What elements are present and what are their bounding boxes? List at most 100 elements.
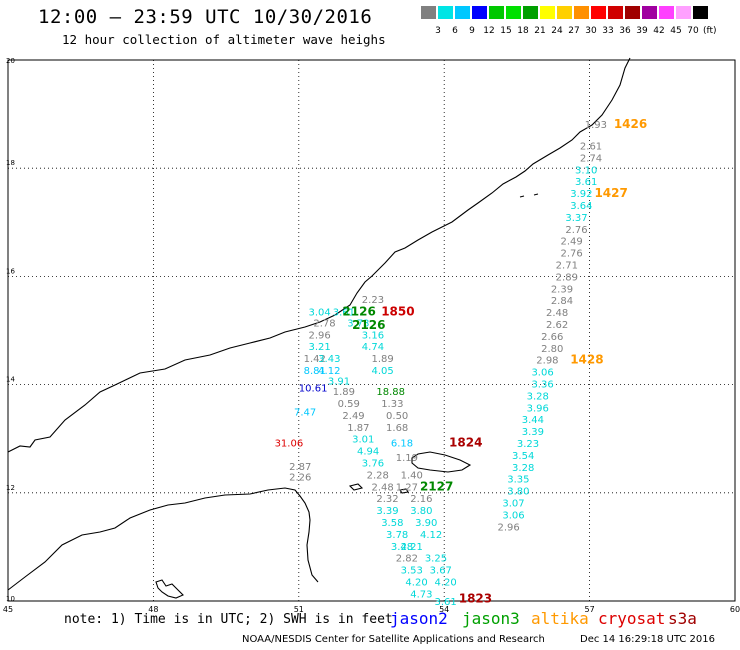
wave-height-label: 2.76 <box>561 249 583 260</box>
y-tick-label: 20 <box>6 57 15 65</box>
wave-height-label: 3.01 <box>352 435 374 446</box>
wave-height-label: 6.18 <box>391 438 413 449</box>
wave-height-label: 3.07 <box>502 499 524 510</box>
legend-swatch <box>489 6 505 19</box>
wave-height-label: 3.06 <box>531 368 553 379</box>
wave-height-label: 2.87 <box>289 462 311 473</box>
legend-swatch <box>591 6 607 19</box>
wave-height-label: 1.87 <box>347 423 369 434</box>
wave-height-label: 4.12 <box>420 530 442 541</box>
wave-height-label: 3.91 <box>328 376 350 387</box>
y-tick-label: 10 <box>6 595 15 603</box>
y-tick-label: 16 <box>6 267 15 275</box>
wave-height-label: 2.49 <box>561 237 583 248</box>
socotra-island <box>411 451 472 473</box>
wave-height-label: 3.44 <box>522 415 544 426</box>
wave-height-label: 2.39 <box>551 284 573 295</box>
wave-height-label: 3.04 <box>308 308 330 319</box>
wave-height-label: 0.50 <box>386 411 408 422</box>
wave-height-label: 1.89 <box>372 354 394 365</box>
legend-label: 3 <box>435 26 441 36</box>
wave-height-label: 3.90 <box>415 518 437 529</box>
pass-time-label: 2126 <box>342 305 375 319</box>
wave-height-label: 2.82 <box>396 554 418 565</box>
wave-height-label: 2.32 <box>376 494 398 505</box>
wave-height-label: 2.16 <box>410 494 432 505</box>
legend-swatch <box>523 6 539 19</box>
wave-height-label: 2.28 <box>367 470 389 481</box>
wave-height-label: 4.73 <box>410 589 432 600</box>
wave-height-label: 4.05 <box>372 366 394 377</box>
satellite-jason2: jason2 <box>390 609 448 628</box>
legend-swatch <box>472 6 488 19</box>
legend-label: 24 <box>551 26 563 36</box>
legend-label: 27 <box>568 26 580 36</box>
wave-height-label: 2.89 <box>556 272 578 283</box>
x-tick-label: 54 <box>439 605 449 614</box>
small-islet <box>348 483 364 491</box>
wave-height-label: 3.37 <box>565 213 587 224</box>
arabian-coastline <box>7 57 631 453</box>
wave-height-label: 3.28 <box>527 391 549 402</box>
wave-height-label: 3.96 <box>527 403 549 414</box>
wave-height-label: 4.94 <box>357 447 379 458</box>
legend-label: 6 <box>452 26 458 36</box>
wave-height-label: 3.80 <box>410 506 432 517</box>
wave-height-label: 3.54 <box>512 451 534 462</box>
wave-height-label: 7.47 <box>294 408 316 419</box>
wave-height-label: 0.59 <box>338 399 360 410</box>
wave-height-label: 3.36 <box>531 380 553 391</box>
wave-height-label: 3.76 <box>362 459 384 470</box>
wave-height-label: 1.27 <box>396 482 418 493</box>
y-tick-label: 14 <box>6 376 15 384</box>
wave-height-label: 2.49 <box>342 411 364 422</box>
legend-label: 45 <box>670 26 682 36</box>
wave-height-label: 2.76 <box>565 225 587 236</box>
pass-time-label: 1428 <box>570 353 603 367</box>
wave-height-label: 2.66 <box>541 332 563 343</box>
y-tick-label: 18 <box>6 159 15 167</box>
wave-height-label: 2.26 <box>289 473 311 484</box>
legend-swatch <box>608 6 624 19</box>
wave-height-label: 3.43 <box>318 354 340 365</box>
wave-height-label: 3.16 <box>362 330 384 341</box>
legend-unit: (ft) <box>703 26 717 36</box>
legend-swatch <box>421 6 437 19</box>
legend-swatch <box>438 6 454 19</box>
credit-text: NOAA/NESDIS Center for Satellite Applica… <box>242 634 545 645</box>
wave-height-label: 3.61 <box>435 597 457 608</box>
wave-height-label: 3.06 <box>502 510 524 521</box>
x-tick-label: 45 <box>3 605 13 614</box>
legend-swatch <box>557 6 573 19</box>
wave-height-label: 4.20 <box>405 578 427 589</box>
wave-height-label: 2.71 <box>556 260 578 271</box>
wave-height-label: 2.62 <box>546 320 568 331</box>
small-island <box>155 579 184 599</box>
legend-label: 33 <box>602 26 614 36</box>
wave-height-label: 3.80 <box>507 487 529 498</box>
wave-height-label: 3.10 <box>575 165 597 176</box>
wave-height-label: 3.61 <box>575 177 597 188</box>
wave-height-label: 3.23 <box>517 439 539 450</box>
pass-time-label: 1850 <box>381 305 414 319</box>
legend-label: 70 <box>687 26 699 36</box>
timestamp-text: Dec 14 16:29:18 UTC 2016 <box>580 634 715 645</box>
wave-height-label: 2.96 <box>308 330 330 341</box>
wave-height-label: 2.48 <box>372 482 394 493</box>
note-text: note: 1) Time is in UTC; 2) SWH is in fe… <box>64 612 393 627</box>
wave-height-label: 3.53 <box>401 566 423 577</box>
wave-height-label: 3.58 <box>381 518 403 529</box>
wave-height-label: 1.68 <box>386 423 408 434</box>
wave-height-label: 31.06 <box>275 438 304 449</box>
wave-height-label: 1.42 <box>304 354 326 365</box>
satellite-jason3: jason3 <box>462 609 520 628</box>
pass-time-label: 1426 <box>614 117 647 131</box>
wave-height-label: 1.40 <box>401 470 423 481</box>
wave-height-label: 3.73 <box>347 318 369 329</box>
wave-height-label: 4.20 <box>435 578 457 589</box>
satellite-altika: altika <box>531 609 589 628</box>
x-tick-label: 60 <box>730 605 740 614</box>
wave-height-label: 1.19 <box>396 453 418 464</box>
wave-height-label: 2.74 <box>580 153 602 164</box>
chart-title: 12:00 – 23:59 UTC 10/30/2016 <box>38 6 373 28</box>
